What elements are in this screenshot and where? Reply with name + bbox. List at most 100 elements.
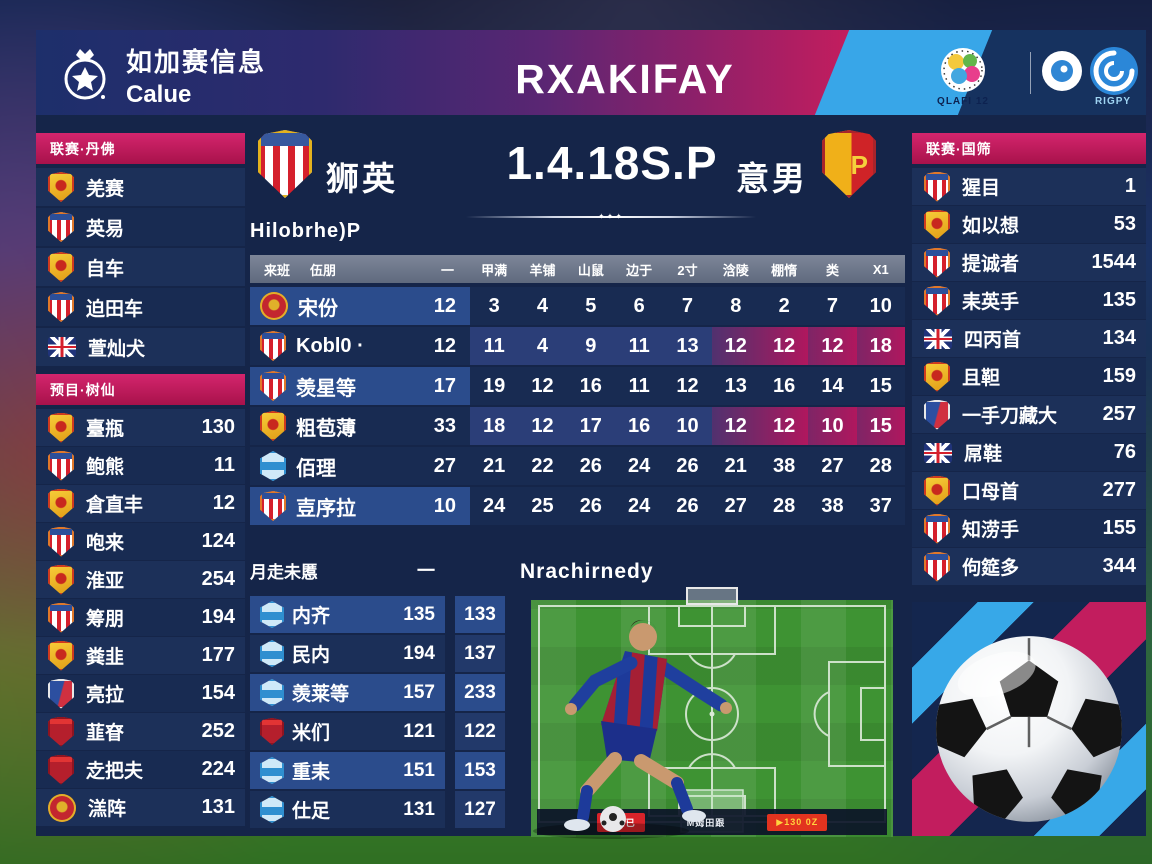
team-row[interactable]: 自车 <box>36 248 245 286</box>
cell-value: 8 <box>730 295 742 317</box>
team-row[interactable]: 韮眘 252 <box>36 713 245 750</box>
team-row[interactable]: 英易 <box>36 208 245 246</box>
team-crest-icon <box>48 678 74 709</box>
cell-value: 16 <box>579 375 602 397</box>
team-crest-icon <box>48 292 74 322</box>
table-row[interactable]: 米们 121 122 <box>250 713 520 750</box>
table-row[interactable]: 佰理 27 21 22 26 24 26 21 38 27 28 <box>250 447 905 485</box>
team-row[interactable]: 鲍熊 11 <box>36 447 245 484</box>
team-crest-icon <box>924 247 950 278</box>
header-divider <box>1030 52 1031 94</box>
table-row[interactable]: 仕足 131 127 <box>250 791 520 828</box>
cell-value: 131 <box>403 798 435 820</box>
team-name: 猩目 <box>962 178 1001 199</box>
team-crest-icon <box>260 718 284 745</box>
team-row[interactable]: 臺瓶 130 <box>36 409 245 446</box>
team-row[interactable]: 萱灿犬 <box>36 328 245 366</box>
partner-left-logo-icon[interactable] <box>939 46 987 94</box>
right-sidebar: 联赛·国筛 猩目 1 如以想 53 <box>912 133 1146 586</box>
lower-table: 内齐 135 133 民内 194 137 <box>250 596 520 830</box>
team-row[interactable]: 赱把夫 224 <box>36 751 245 788</box>
team-row[interactable]: 迫田车 <box>36 288 245 326</box>
cell-value: 135 <box>403 603 435 625</box>
cell-value: 6 <box>633 295 645 317</box>
lower-table-header: 月走未慝 一 <box>250 557 445 583</box>
team-crest-icon <box>924 442 952 463</box>
team-name: 筹朋 <box>86 609 125 630</box>
team-name: 臺瓶 <box>86 419 125 440</box>
team-row[interactable]: 口母首 277 <box>912 472 1146 509</box>
team-name: 鲍熊 <box>86 457 125 478</box>
left-stats-list: 臺瓶 130 鲍熊 11 倉直丰 12 <box>36 409 245 827</box>
team-name: 羌赛 <box>86 178 125 200</box>
team-row[interactable]: 亮拉 154 <box>36 675 245 712</box>
cell-value: 12 <box>433 294 456 317</box>
team-crest-icon <box>48 172 74 202</box>
partner-ring-logo-icon[interactable] <box>1040 49 1084 93</box>
table-row[interactable]: Kobl0 · 12 11 4 9 11 13 12 12 12 18 <box>250 327 905 365</box>
team-row[interactable]: 四丙首 134 <box>912 320 1146 357</box>
team-row[interactable]: 淮亚 254 <box>36 561 245 598</box>
team-row[interactable]: 一手刀藏大 257 <box>912 396 1146 433</box>
cell-value: 12 <box>759 327 809 365</box>
team-value: 154 <box>201 682 235 704</box>
brand-subtitle: Calue <box>126 81 192 108</box>
match-subtitle: Hilobrhe)P <box>250 220 362 242</box>
lower-table-dash: 一 <box>417 561 435 581</box>
team-crest-icon <box>924 475 950 506</box>
right-section-header: 联赛·国筛 <box>912 133 1146 164</box>
ad-badge[interactable]: M姆田跟 <box>686 817 726 828</box>
cell-value: 12 <box>711 327 760 365</box>
team-crest-icon <box>48 564 74 595</box>
ad-badge[interactable]: ▶130 0Z <box>767 813 828 831</box>
top-header-bar: 如加赛信息 Calue RXAKIFAY QLAFI 12 <box>36 30 1146 115</box>
table-row[interactable]: 民内 194 137 <box>250 635 520 672</box>
team-name: 如以想 <box>962 216 1020 237</box>
cell-value: 7 <box>826 295 839 317</box>
team-row[interactable]: 羌赛 <box>36 168 245 206</box>
team-name: 屌鞋 <box>964 444 1003 465</box>
team-row[interactable]: 咆来 124 <box>36 523 245 560</box>
team-row[interactable]: 提诚者 1544 <box>912 244 1146 281</box>
cell-value: 10 <box>808 407 857 445</box>
lower-section-title: Nrachirnedy <box>520 560 654 583</box>
team-row[interactable]: 且靼 159 <box>912 358 1146 395</box>
partner-right-logo-icon[interactable] <box>1088 45 1140 97</box>
soccer-ball-image <box>936 636 1122 822</box>
cell-value: 21 <box>724 455 747 477</box>
table-row[interactable]: 粗苞薄 33 18 12 17 16 10 12 12 10 15 <box>250 407 905 445</box>
team-row[interactable]: 倉直丰 12 <box>36 485 245 522</box>
team-row[interactable]: 猩目 1 <box>912 168 1146 205</box>
cell-value: 2 <box>778 295 790 317</box>
team-crest-icon <box>260 796 284 823</box>
table-row[interactable]: 羡星等 17 19 12 16 11 12 13 16 14 15 <box>250 367 905 405</box>
team-crest-icon <box>260 331 286 361</box>
cell-value: 9 <box>566 327 615 365</box>
team-row[interactable]: 屌鞋 76 <box>912 434 1146 471</box>
cell-value: 22 <box>531 455 554 477</box>
cell-value: 16 <box>614 407 664 445</box>
team-row[interactable]: 如以想 53 <box>912 206 1146 243</box>
team-row[interactable]: 耒英手 135 <box>912 282 1146 319</box>
partner-left-label: QLAFI 12 <box>937 96 989 107</box>
table-row[interactable]: 内齐 135 133 <box>250 596 520 633</box>
lower-table-title: 月走未慝 <box>250 562 318 582</box>
team-name: 重耒 <box>292 762 331 783</box>
team-row[interactable]: 佝筵多 344 <box>912 548 1146 585</box>
brand[interactable]: 如加赛信息 Calue <box>56 42 266 109</box>
team-row[interactable]: 筹朋 194 <box>36 599 245 636</box>
team-row[interactable]: 溔阵 131 <box>36 789 245 826</box>
team-value: 131 <box>201 796 235 818</box>
table-row[interactable]: 壴序拉 10 24 25 26 24 26 27 28 38 37 <box>250 487 905 525</box>
table-row[interactable]: 宋份 12 3 4 5 6 7 8 2 7 10 <box>250 287 905 325</box>
team-crest-icon <box>48 412 74 443</box>
team-row[interactable]: 知涝手 155 <box>912 510 1146 547</box>
team-row[interactable]: 粪韭 177 <box>36 637 245 674</box>
team-crest-icon <box>48 754 74 785</box>
cell-value: 12 <box>433 334 456 357</box>
table-row[interactable]: 羡莱等 157 233 <box>250 674 520 711</box>
cell-value: 133 <box>455 596 505 633</box>
cell-value: 38 <box>773 455 796 477</box>
table-row[interactable]: 重耒 151 153 <box>250 752 520 789</box>
cell-value: 26 <box>676 455 699 477</box>
